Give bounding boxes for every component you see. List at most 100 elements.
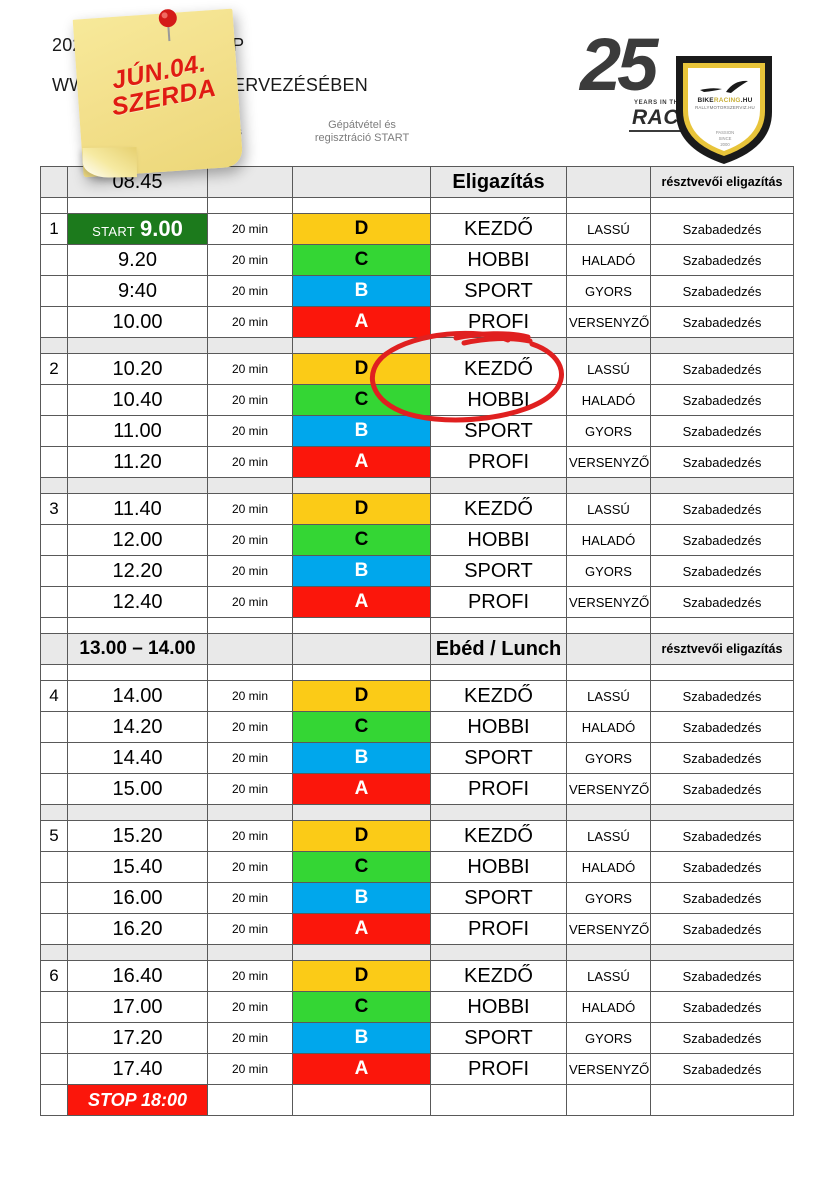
spacer-cell	[40, 617, 68, 634]
session-group-cell: A	[292, 446, 431, 478]
sticky-note[interactable]: JÚN.04. SZERDA	[72, 8, 244, 179]
session-time-cell: 14.00	[67, 680, 208, 712]
spacer-cell	[207, 337, 293, 354]
session-level-cell: KEZDŐ	[430, 213, 567, 245]
session-duration-cell: 20 min	[207, 415, 293, 447]
session-level-cell: KEZDŐ	[430, 960, 567, 992]
spacer-cell	[207, 617, 293, 634]
spacer-row	[40, 804, 794, 821]
session-row: 5 15.20 20 min D KEZDŐ LASSÚ Szabadedzés	[40, 820, 794, 852]
briefing-pace-cell	[566, 166, 651, 198]
spacer-row	[40, 477, 794, 494]
session-index-cell	[40, 913, 68, 945]
session-row: 10.40 20 min C HOBBI HALADÓ Szabadedzés	[40, 384, 794, 416]
session-index-cell: 3	[40, 493, 68, 525]
session-duration-cell: 20 min	[207, 244, 293, 276]
session-row: 12.00 20 min C HOBBI HALADÓ Szabadedzés	[40, 524, 794, 556]
session-index-cell	[40, 555, 68, 587]
session-duration-cell: 20 min	[207, 960, 293, 992]
spacer-cell	[650, 477, 794, 494]
briefing-index-cell	[40, 166, 68, 198]
spacer-cell	[650, 337, 794, 354]
session-time-cell: 15.00	[67, 773, 208, 805]
spacer-cell	[292, 944, 431, 961]
lunch-index-cell	[40, 633, 68, 665]
session-row: 14.40 20 min B SPORT GYORS Szabadedzés	[40, 742, 794, 774]
spacer-cell	[566, 664, 651, 681]
session-index-cell	[40, 306, 68, 338]
session-duration-cell: 20 min	[207, 586, 293, 618]
session-note-cell: Szabadedzés	[650, 991, 794, 1023]
session-time-cell: 10.20	[67, 353, 208, 385]
race-logo: 25 YEARS IN THE RACE BIKERACING.HU RALLY…	[572, 24, 802, 164]
spacer-cell	[292, 804, 431, 821]
spacer-cell	[67, 197, 208, 214]
spacer-cell	[566, 804, 651, 821]
briefing-duration-cell	[207, 166, 293, 198]
session-duration-cell: 20 min	[207, 306, 293, 338]
session-index-cell: 6	[40, 960, 68, 992]
spacer-row	[40, 944, 794, 961]
stop-index-cell	[40, 1084, 68, 1116]
session-duration-cell: 20 min	[207, 524, 293, 556]
session-row: 17.40 20 min A PROFI VERSENYZŐ Szabadedzés	[40, 1053, 794, 1085]
shield-footer-line-3: 2000	[720, 142, 730, 148]
stop-label-cell: STOP 18:00	[67, 1084, 208, 1116]
spacer-cell	[292, 337, 431, 354]
session-duration-cell: 20 min	[207, 493, 293, 525]
session-level-cell: SPORT	[430, 742, 567, 774]
session-note-cell: Szabadedzés	[650, 275, 794, 307]
session-row: 16.20 20 min A PROFI VERSENYZŐ Szabadedzés	[40, 913, 794, 945]
session-group-cell: C	[292, 384, 431, 416]
session-row: 2 10.20 20 min D KEZDŐ LASSÚ Szabadedzés	[40, 353, 794, 385]
session-group-cell: A	[292, 586, 431, 618]
session-note-cell: Szabadedzés	[650, 820, 794, 852]
session-pace-cell: VERSENYZŐ	[566, 1053, 651, 1085]
session-note-cell: Szabadedzés	[650, 306, 794, 338]
briefing-label-cell: Eligazítás	[430, 166, 567, 198]
page-header: 202… ROS NYÍLT-NAP WW… ROZAS.HU SZERVEZÉ…	[0, 0, 832, 165]
session-duration-cell: 20 min	[207, 384, 293, 416]
spacer-cell	[40, 804, 68, 821]
session-pace-cell: GYORS	[566, 415, 651, 447]
session-level-cell: PROFI	[430, 446, 567, 478]
session-row: 15.40 20 min C HOBBI HALADÓ Szabadedzés	[40, 851, 794, 883]
shield-brand-suffix: .HU	[740, 97, 753, 104]
session-time-cell: 16.00	[67, 882, 208, 914]
schedule-sheet: 08.45 Eligazítás résztvevői eligazítás 1 STA…	[40, 166, 794, 1116]
session-pace-cell: LASSÚ	[566, 820, 651, 852]
session-group-cell: C	[292, 851, 431, 883]
session-start-time-cell: START 9.00	[67, 213, 208, 245]
session-duration-cell: 20 min	[207, 1022, 293, 1054]
session-pace-cell: VERSENYZŐ	[566, 913, 651, 945]
session-pace-cell: HALADÓ	[566, 851, 651, 883]
spacer-cell	[650, 944, 794, 961]
session-group-cell: C	[292, 991, 431, 1023]
spacer-cell	[67, 804, 208, 821]
session-duration-cell: 20 min	[207, 1053, 293, 1085]
session-pace-cell: HALADÓ	[566, 244, 651, 276]
session-time-cell: 17.20	[67, 1022, 208, 1054]
session-note-cell: Szabadedzés	[650, 960, 794, 992]
logo-25-text: 25	[580, 23, 658, 106]
session-duration-cell: 20 min	[207, 882, 293, 914]
spacer-cell	[566, 944, 651, 961]
session-duration-cell: 20 min	[207, 446, 293, 478]
spacer-cell	[40, 197, 68, 214]
session-note-cell: Szabadedzés	[650, 415, 794, 447]
session-index-cell: 1	[40, 213, 68, 245]
session-time-cell: 11.40	[67, 493, 208, 525]
session-row: 10.00 20 min A PROFI VERSENYZŐ Szabadedzés	[40, 306, 794, 338]
session-pace-cell: HALADÓ	[566, 991, 651, 1023]
session-index-cell	[40, 524, 68, 556]
session-index-cell	[40, 384, 68, 416]
shield-footer-text: PASSION SINCE 2000	[698, 130, 752, 148]
session-group-cell: C	[292, 244, 431, 276]
session-level-cell: SPORT	[430, 1022, 567, 1054]
session-index-cell	[40, 586, 68, 618]
spacer-row	[40, 337, 794, 354]
spacer-cell	[650, 664, 794, 681]
session-group-cell: A	[292, 773, 431, 805]
stop-duration-cell	[207, 1084, 293, 1116]
session-group-cell: B	[292, 1022, 431, 1054]
